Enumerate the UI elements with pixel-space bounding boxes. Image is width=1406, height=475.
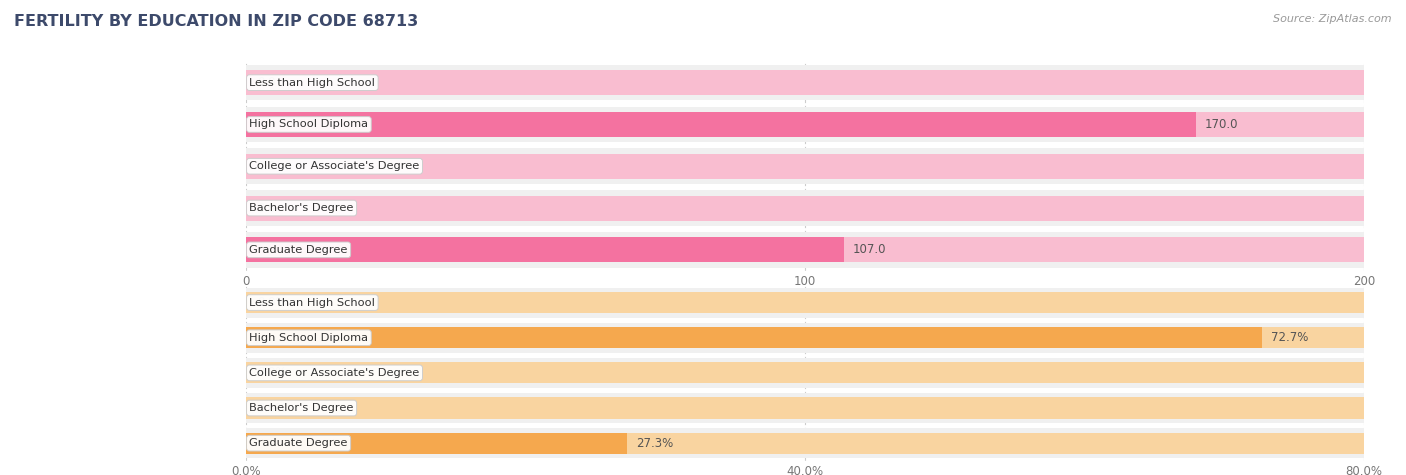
Text: 0.0: 0.0 [257,160,276,173]
Text: Source: ZipAtlas.com: Source: ZipAtlas.com [1274,14,1392,24]
Bar [246,393,1364,423]
Bar [246,362,1364,383]
Text: College or Associate's Degree: College or Associate's Degree [249,161,419,171]
Bar [246,232,1364,267]
Bar [246,196,1364,220]
Bar [246,107,1364,142]
Text: Bachelor's Degree: Bachelor's Degree [249,203,354,213]
Text: 72.7%: 72.7% [1271,331,1308,344]
Text: 0.0%: 0.0% [257,401,287,415]
Text: 0.0%: 0.0% [257,366,287,380]
Text: 0.0: 0.0 [257,76,276,89]
Text: FERTILITY BY EDUCATION IN ZIP CODE 68713: FERTILITY BY EDUCATION IN ZIP CODE 68713 [14,14,419,29]
Bar [246,323,1364,352]
Bar [246,428,1364,458]
Bar [246,398,1364,418]
Text: 27.3%: 27.3% [637,437,673,450]
Bar [246,292,1364,313]
Text: 0.0: 0.0 [257,201,276,215]
Bar [246,149,1364,184]
Text: 107.0: 107.0 [853,243,887,256]
Text: 0.0%: 0.0% [257,296,287,309]
Bar [246,65,1364,100]
Bar [246,433,627,454]
Bar [246,288,1364,317]
Text: Graduate Degree: Graduate Degree [249,245,347,255]
Bar [246,433,1364,454]
Text: High School Diploma: High School Diploma [249,119,368,130]
Text: Bachelor's Degree: Bachelor's Degree [249,403,354,413]
Bar [246,238,844,262]
Text: College or Associate's Degree: College or Associate's Degree [249,368,419,378]
Bar [246,327,1364,348]
Text: 170.0: 170.0 [1205,118,1239,131]
Bar [246,154,1364,179]
Bar [246,358,1364,388]
Bar [246,327,1261,348]
Text: Less than High School: Less than High School [249,297,375,308]
Bar [246,112,1197,137]
Bar [246,112,1364,137]
Text: Less than High School: Less than High School [249,77,375,88]
Bar [246,70,1364,95]
Bar [246,238,1364,262]
Bar [246,190,1364,226]
Text: High School Diploma: High School Diploma [249,332,368,343]
Text: Graduate Degree: Graduate Degree [249,438,347,448]
